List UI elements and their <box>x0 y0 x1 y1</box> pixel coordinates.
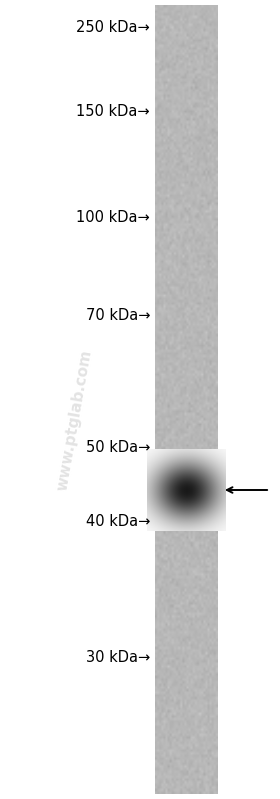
Text: 150 kDa→: 150 kDa→ <box>76 105 150 120</box>
Text: 40 kDa→: 40 kDa→ <box>86 515 150 530</box>
Text: www.ptglab.com: www.ptglab.com <box>55 348 95 492</box>
Text: 100 kDa→: 100 kDa→ <box>76 210 150 225</box>
Text: 50 kDa→: 50 kDa→ <box>86 440 150 455</box>
Text: 70 kDa→: 70 kDa→ <box>85 308 150 323</box>
Text: 250 kDa→: 250 kDa→ <box>76 21 150 35</box>
Text: 30 kDa→: 30 kDa→ <box>86 650 150 666</box>
